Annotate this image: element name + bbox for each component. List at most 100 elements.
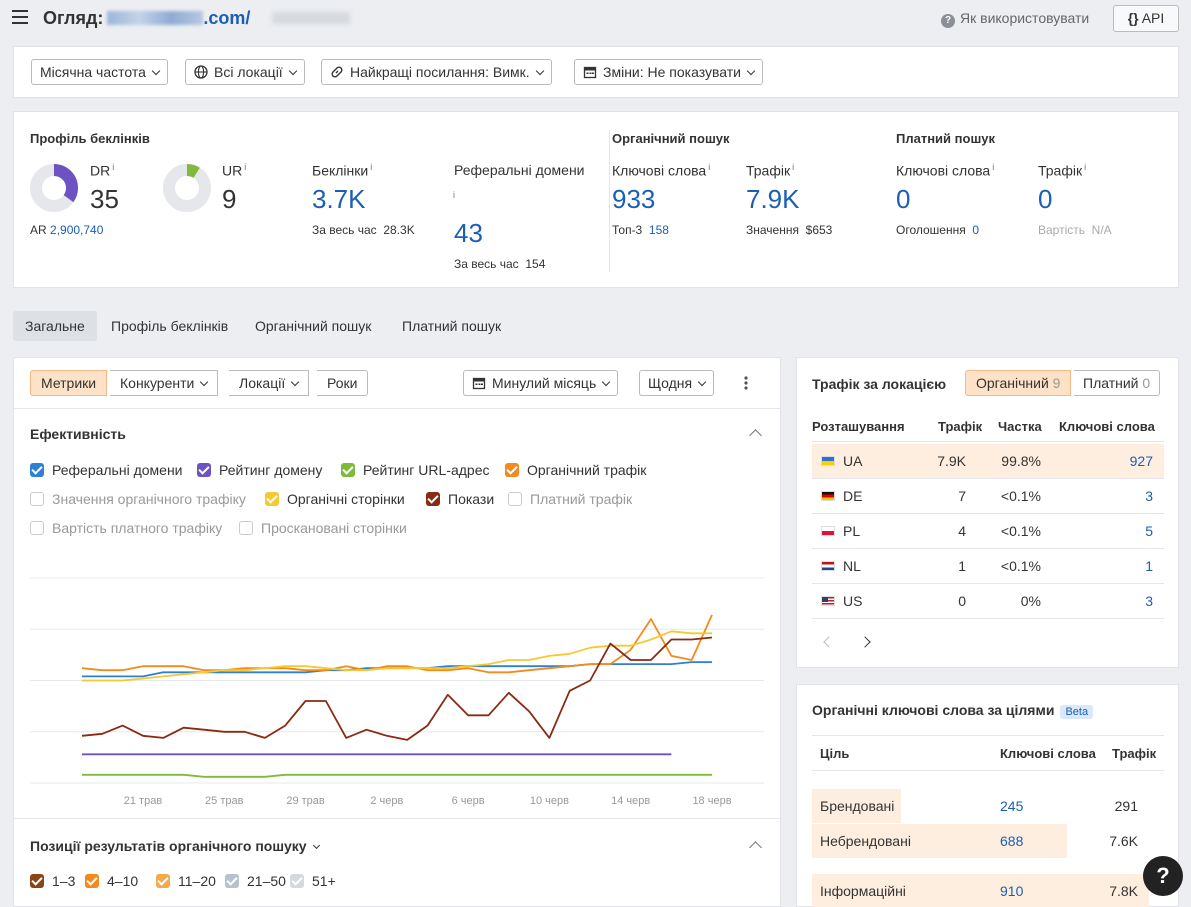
all-time-label: За весь час — [454, 257, 519, 271]
help-button[interactable]: ? — [1143, 856, 1183, 896]
backlinks-value[interactable]: 3.7K — [312, 184, 366, 214]
info-icon[interactable]: i — [112, 162, 115, 172]
location-row[interactable] — [812, 444, 1164, 478]
col-intent-traffic[interactable]: Трафік — [1112, 746, 1157, 761]
how-to-use-label: Як використовувати — [960, 10, 1090, 26]
metric-label: Покази — [448, 491, 495, 507]
location-traffic: 0 — [958, 593, 966, 609]
intent-label[interactable]: Брендовані — [820, 798, 895, 814]
location-keywords[interactable]: 1 — [1145, 558, 1153, 574]
info-icon[interactable]: i — [792, 162, 795, 172]
metric-checkbox[interactable]: Вартість платного трафіку — [30, 520, 222, 536]
api-button[interactable]: {} API — [1113, 5, 1179, 32]
metric-checkbox[interactable]: Платний трафік — [508, 491, 632, 507]
col-share[interactable]: Частка — [998, 419, 1042, 434]
location-keywords[interactable]: 3 — [1145, 488, 1153, 504]
location-row[interactable] — [812, 584, 1164, 618]
globe-icon — [194, 65, 208, 79]
location-row[interactable] — [812, 514, 1164, 548]
paid-keywords-value[interactable]: 0 — [896, 184, 911, 214]
divider — [14, 818, 780, 819]
checkbox-icon — [225, 874, 239, 888]
col-location[interactable]: Розташування — [812, 419, 905, 434]
col-traffic[interactable]: Трафік — [938, 419, 983, 434]
info-icon[interactable]: i — [244, 162, 247, 172]
series-line — [82, 773, 712, 778]
col-intent[interactable]: Ціль — [820, 746, 850, 761]
metric-checkbox[interactable]: Органічний трафік — [505, 462, 646, 478]
ads-value[interactable]: 0 — [972, 223, 980, 237]
interval-dropdown[interactable]: Щодня — [639, 370, 715, 396]
intent-bar — [812, 789, 902, 823]
organic-toggle[interactable]: Органічний 9 — [965, 370, 1072, 396]
period-dropdown[interactable]: Минулий місяць — [463, 370, 619, 396]
traffic-by-location-card: Трафік за локацією Органічний 9 Платний … — [796, 357, 1179, 668]
backlinks-label: Беклінки i — [312, 162, 372, 179]
info-icon[interactable]: i — [708, 162, 711, 172]
col-intent-keywords[interactable]: Ключові слова — [1000, 746, 1096, 761]
how-to-use-link[interactable]: ? Як використовувати — [941, 10, 1089, 28]
intent-keywords[interactable]: 245 — [1000, 798, 1024, 814]
tab-backlink-profile[interactable]: Профіль беклінків — [111, 318, 229, 334]
location-keywords[interactable]: 5 — [1145, 523, 1153, 539]
position-checkbox[interactable]: 21–50 — [225, 873, 286, 889]
paid-toggle[interactable]: Платний 0 — [1074, 370, 1161, 396]
tab-organic-search[interactable]: Органічний пошук — [255, 318, 372, 334]
ar-row: AR 2,900,740 — [30, 223, 103, 237]
location-row[interactable] — [812, 479, 1164, 513]
flag-canton — [822, 597, 828, 602]
top3-value[interactable]: 158 — [648, 223, 669, 237]
positions-title[interactable]: Позиції результатів органічного пошуку — [30, 838, 320, 854]
intent-label[interactable]: Інформаційні — [820, 883, 906, 899]
position-checkbox[interactable]: 51+ — [290, 873, 336, 889]
position-checkbox[interactable]: 4–10 — [85, 873, 138, 889]
intent-keywords[interactable]: 910 — [1000, 883, 1024, 899]
metric-checkbox[interactable]: Покази — [426, 491, 494, 507]
metric-checkbox[interactable]: Рейтинг домену — [197, 462, 322, 478]
segment-competitors[interactable]: Конкуренти — [110, 370, 219, 396]
info-icon[interactable]: i — [1084, 162, 1087, 172]
position-checkbox[interactable]: 11–20 — [156, 873, 216, 889]
next-page-icon[interactable] — [859, 636, 871, 648]
segment-years[interactable]: Роки — [317, 370, 369, 396]
page-title-prefix: Огляд: — [43, 8, 104, 28]
position-checkbox[interactable]: 1–3 — [30, 873, 75, 889]
organic-keywords-value[interactable]: 933 — [612, 184, 656, 214]
changes-dropdown[interactable]: Зміни: Не показувати — [574, 59, 763, 85]
more-options-icon[interactable] — [743, 375, 749, 391]
location-keywords[interactable]: 927 — [1129, 453, 1153, 469]
metric-checkbox[interactable]: Проскановані сторінки — [239, 520, 407, 536]
divider — [812, 770, 1164, 771]
info-icon[interactable]: i — [370, 162, 373, 172]
paid-traffic-value[interactable]: 0 — [1038, 184, 1053, 214]
intent-label[interactable]: Небрендовані — [820, 833, 911, 849]
best-links-dropdown[interactable]: Найкращі посилання: Вимк. — [321, 59, 552, 85]
hamburger-menu-icon[interactable] — [12, 10, 28, 24]
ar-value[interactable]: 2,900,740 — [50, 223, 104, 237]
metric-checkbox[interactable]: Значення органічного трафіку — [30, 491, 246, 507]
collapse-icon[interactable] — [749, 841, 762, 854]
info-icon[interactable]: i — [453, 190, 455, 200]
organic-traffic-value[interactable]: 7.9K — [746, 184, 800, 214]
prev-page-icon[interactable] — [823, 636, 835, 648]
domain-suffix[interactable]: .com/ — [203, 8, 251, 28]
info-icon[interactable]: i — [992, 162, 995, 172]
tab-paid-search[interactable]: Платний пошук — [402, 318, 502, 334]
metric-checkbox[interactable]: Рейтинг URL-адрес — [341, 462, 490, 478]
col-keywords[interactable]: Ключові слова — [1059, 419, 1155, 434]
intent-keywords[interactable]: 688 — [1000, 833, 1024, 849]
segment-metrics[interactable]: Метрики — [30, 370, 108, 396]
location-share: 0% — [1020, 593, 1041, 609]
top3-label: Топ-3 — [612, 223, 643, 237]
metric-checkbox[interactable]: Реферальні домени — [30, 462, 183, 478]
ref-domains-value[interactable]: 43 — [454, 218, 483, 248]
frequency-dropdown[interactable]: Місячна частота — [31, 59, 168, 85]
tab-general[interactable]: Загальне — [13, 311, 97, 341]
calendar-icon — [472, 377, 486, 390]
metric-checkbox[interactable]: Органічні сторінки — [265, 491, 405, 507]
locations-dropdown[interactable]: Всі локації — [185, 59, 305, 85]
location-keywords[interactable]: 3 — [1145, 593, 1153, 609]
segment-locations[interactable]: Локації — [229, 370, 310, 396]
collapse-icon[interactable] — [749, 429, 762, 442]
location-row[interactable] — [812, 549, 1164, 583]
